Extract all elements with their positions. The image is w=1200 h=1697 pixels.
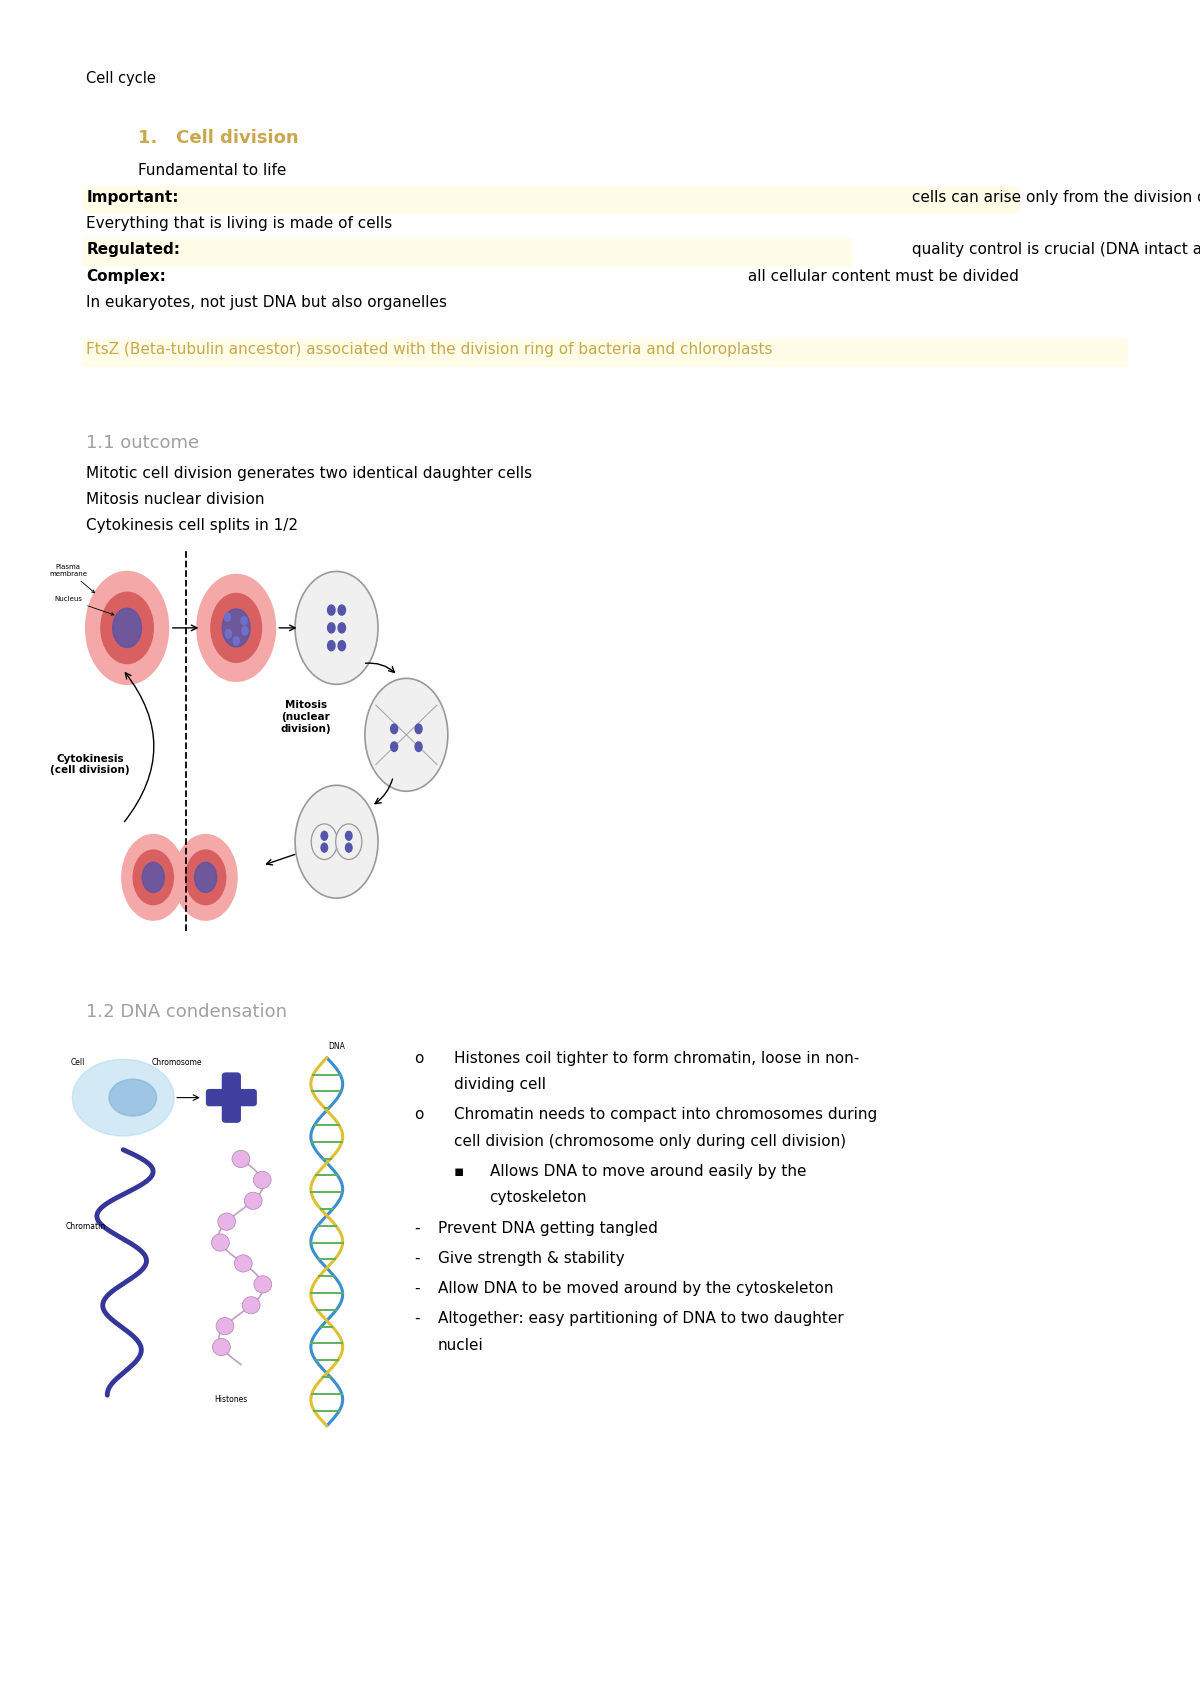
Circle shape [232, 1151, 250, 1168]
Circle shape [391, 742, 397, 752]
Circle shape [328, 623, 335, 633]
Circle shape [217, 1213, 235, 1230]
Circle shape [222, 609, 250, 647]
Text: In eukaryotes, not just DNA but also organelles: In eukaryotes, not just DNA but also org… [86, 295, 448, 311]
Circle shape [338, 606, 346, 614]
Text: Cell cycle: Cell cycle [86, 71, 156, 87]
Circle shape [415, 725, 422, 733]
Circle shape [328, 606, 335, 614]
Text: Chromosome: Chromosome [152, 1057, 203, 1067]
Circle shape [415, 742, 422, 752]
Bar [83, 239, 851, 266]
Circle shape [391, 725, 397, 733]
Circle shape [338, 623, 346, 633]
Circle shape [85, 572, 168, 684]
Text: Cell: Cell [71, 1057, 85, 1067]
Circle shape [295, 786, 378, 898]
Circle shape [346, 832, 352, 840]
Text: -: - [414, 1251, 420, 1266]
Circle shape [211, 1234, 229, 1251]
Text: nuclei: nuclei [438, 1337, 484, 1353]
Text: 1.   Cell division: 1. Cell division [138, 129, 299, 148]
Text: Fundamental to life: Fundamental to life [138, 163, 287, 178]
Text: Chromatin needs to compact into chromosomes during: Chromatin needs to compact into chromoso… [454, 1108, 877, 1122]
Text: Give strength & stability: Give strength & stability [438, 1251, 625, 1266]
Circle shape [242, 626, 248, 635]
Circle shape [234, 1254, 252, 1273]
Circle shape [174, 835, 238, 920]
Circle shape [311, 823, 337, 859]
Text: Altogether: easy partitioning of DNA to two daughter: Altogether: easy partitioning of DNA to … [438, 1312, 844, 1327]
Ellipse shape [109, 1079, 157, 1117]
Text: Prevent DNA getting tangled: Prevent DNA getting tangled [438, 1220, 658, 1235]
Circle shape [233, 636, 239, 645]
Circle shape [253, 1171, 271, 1188]
FancyBboxPatch shape [222, 1073, 240, 1122]
Bar [83, 187, 1019, 214]
Text: dividing cell: dividing cell [454, 1078, 546, 1093]
Circle shape [322, 832, 328, 840]
Circle shape [328, 641, 335, 650]
Text: 1.1 outcome: 1.1 outcome [86, 434, 199, 453]
Circle shape [211, 594, 262, 662]
Circle shape [143, 862, 164, 893]
Text: cytoskeleton: cytoskeleton [490, 1190, 587, 1205]
Text: all cellular content must be divided: all cellular content must be divided [743, 268, 1019, 283]
Circle shape [101, 592, 154, 664]
Text: Cytokinesis
(cell division): Cytokinesis (cell division) [50, 753, 130, 776]
Circle shape [226, 630, 232, 638]
Text: Mitotic cell division generates two identical daughter cells: Mitotic cell division generates two iden… [86, 465, 533, 480]
Text: Plasma
membrane: Plasma membrane [49, 563, 95, 592]
Text: Mitosis
(nuclear
division): Mitosis (nuclear division) [281, 701, 331, 733]
Text: Mitosis nuclear division: Mitosis nuclear division [86, 492, 265, 507]
Text: Chromatin: Chromatin [66, 1222, 107, 1230]
Text: 1.2 DNA condensation: 1.2 DNA condensation [86, 1003, 288, 1022]
Circle shape [336, 823, 362, 859]
Circle shape [322, 843, 328, 852]
Circle shape [295, 572, 378, 684]
Circle shape [113, 608, 142, 648]
Text: -: - [414, 1220, 420, 1235]
Text: Regulated:: Regulated: [86, 243, 180, 258]
Text: o: o [414, 1050, 424, 1066]
Circle shape [186, 850, 226, 905]
FancyBboxPatch shape [206, 1089, 256, 1105]
Circle shape [241, 616, 247, 624]
Text: Histones: Histones [215, 1395, 248, 1403]
Text: Important:: Important: [86, 190, 179, 205]
Circle shape [242, 1297, 260, 1313]
Text: o: o [414, 1108, 424, 1122]
Text: Allow DNA to be moved around by the cytoskeleton: Allow DNA to be moved around by the cyto… [438, 1281, 834, 1297]
Text: quality control is crucial (DNA intact and copied correctly): quality control is crucial (DNA intact a… [907, 243, 1200, 258]
Circle shape [194, 862, 217, 893]
Text: Histones coil tighter to form chromatin, loose in non-: Histones coil tighter to form chromatin,… [454, 1050, 859, 1066]
Text: FtsZ (Beta-tubulin ancestor) associated with the division ring of bacteria and c: FtsZ (Beta-tubulin ancestor) associated … [86, 343, 773, 356]
Circle shape [216, 1317, 234, 1336]
Text: Nucleus: Nucleus [54, 596, 114, 616]
Text: Cytokinesis cell splits in 1/2: Cytokinesis cell splits in 1/2 [86, 518, 299, 533]
Text: ▪: ▪ [454, 1164, 464, 1179]
Circle shape [245, 1193, 262, 1210]
Circle shape [365, 679, 448, 791]
Text: -: - [414, 1312, 420, 1327]
Circle shape [254, 1276, 271, 1293]
Circle shape [224, 613, 230, 621]
Text: DNA: DNA [328, 1042, 344, 1052]
Circle shape [338, 641, 346, 650]
Text: -: - [414, 1281, 420, 1297]
Circle shape [122, 835, 185, 920]
Text: Everything that is living is made of cells: Everything that is living is made of cel… [86, 216, 392, 231]
Text: Allows DNA to move around easily by the: Allows DNA to move around easily by the [490, 1164, 806, 1179]
Bar [83, 339, 1127, 367]
Text: Complex:: Complex: [86, 268, 167, 283]
Circle shape [346, 843, 352, 852]
Text: cell division (chromosome only during cell division): cell division (chromosome only during ce… [454, 1134, 846, 1149]
Circle shape [212, 1339, 230, 1356]
Ellipse shape [72, 1059, 174, 1135]
Text: cells can arise only from the division of an existing cell (Cell Theory): cells can arise only from the division o… [907, 190, 1200, 205]
Circle shape [133, 850, 173, 905]
Circle shape [197, 574, 276, 680]
